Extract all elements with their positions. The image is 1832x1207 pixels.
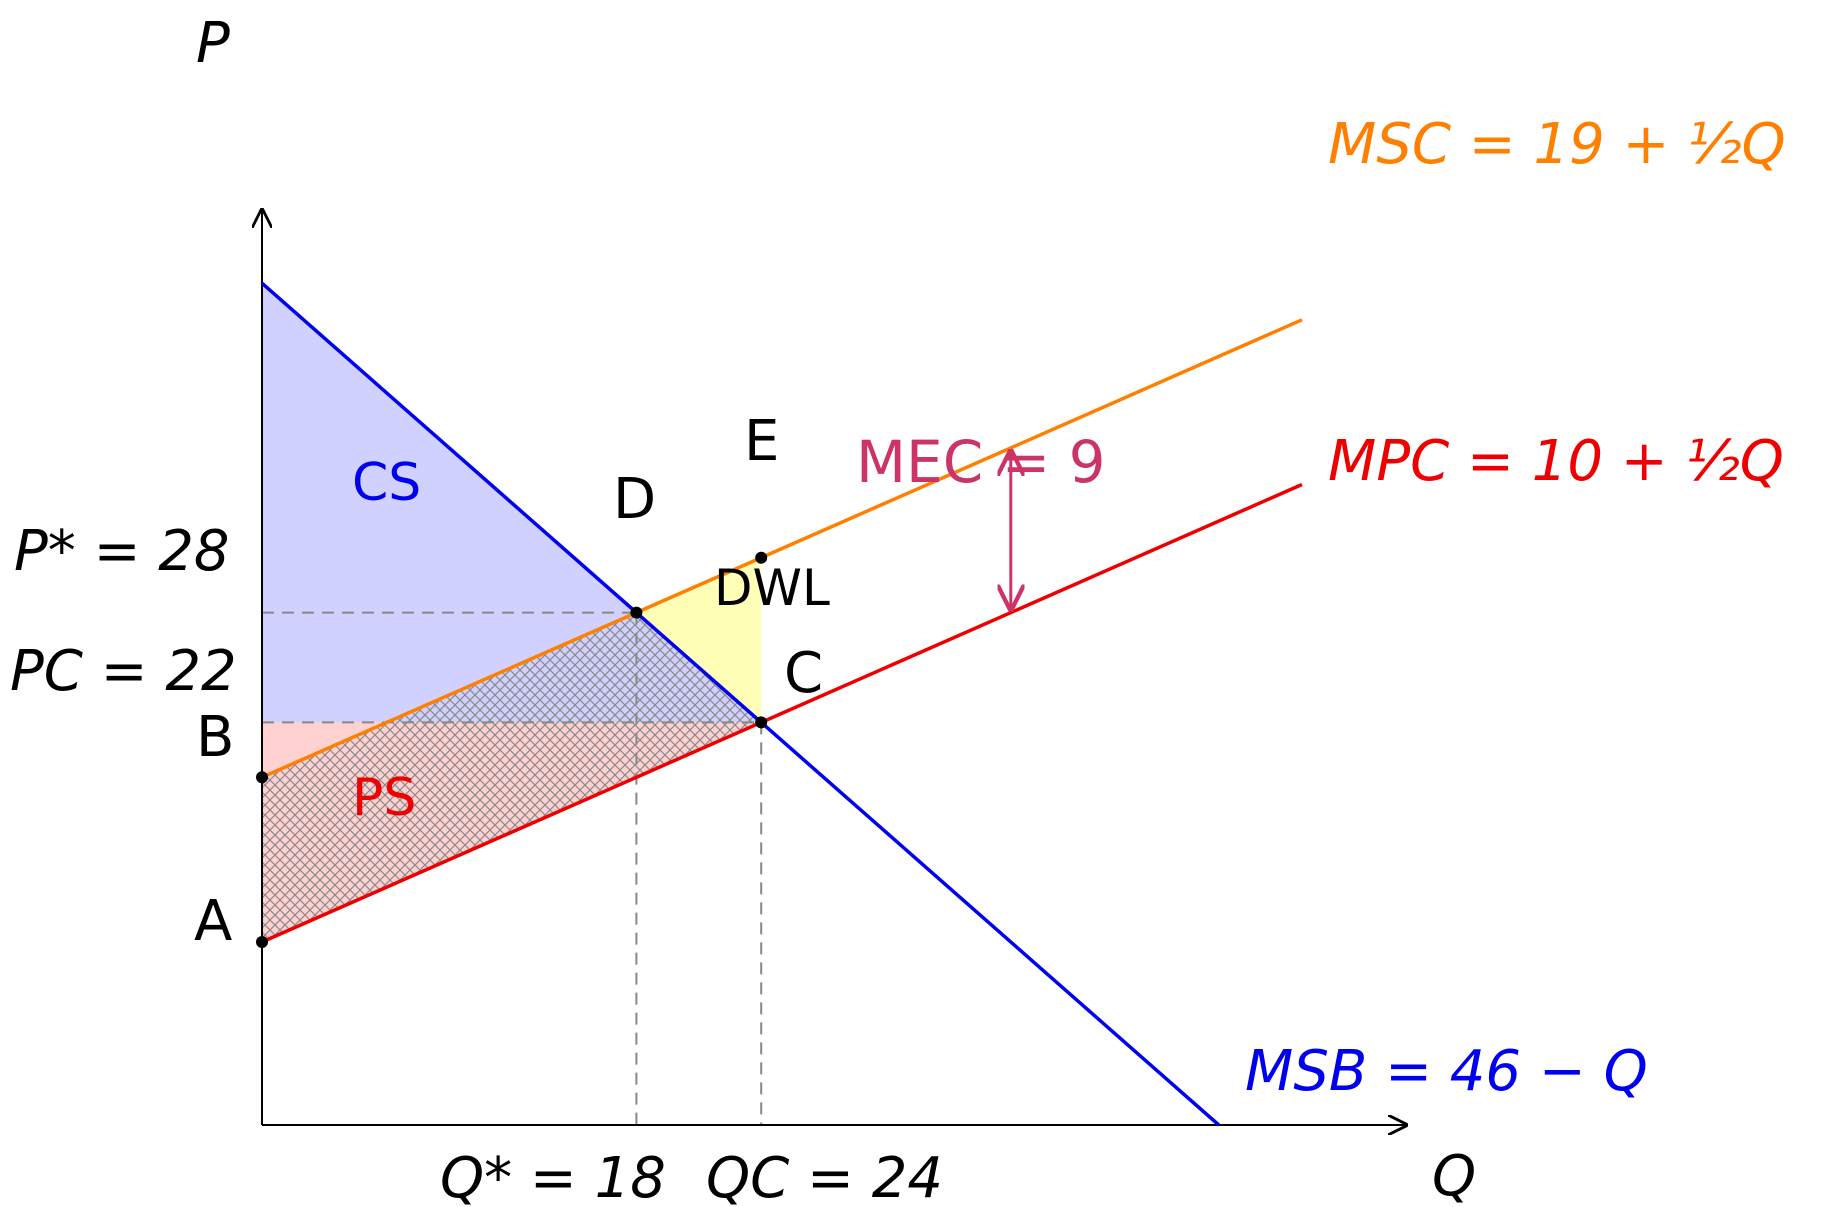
msc-label: MSC = 19 + ½Q — [1328, 112, 1786, 177]
point-a-dot — [256, 936, 268, 948]
point-c-dot — [755, 716, 768, 729]
cs-label: CS — [352, 453, 421, 513]
point-d-dot — [630, 606, 643, 619]
msb-label: MSB = 46 − Q — [1245, 1039, 1648, 1104]
q-c-label: QC = 24 — [706, 1146, 943, 1207]
y-axis-label: P — [196, 11, 230, 76]
point-c-label: C — [784, 641, 823, 706]
mpc-curve — [261, 482, 1303, 944]
x-axis-label: Q — [1432, 1144, 1476, 1207]
p-c-label: PC = 22 — [10, 639, 237, 704]
p-star-label: P* = 28 — [14, 519, 230, 584]
point-d-label: D — [613, 467, 656, 532]
q-star-label: Q* = 18 — [440, 1146, 666, 1207]
msb-curve — [260, 281, 1220, 1127]
msc-curve — [261, 318, 1303, 779]
dwl-label: DWL — [714, 559, 830, 617]
mpc-label: MPC = 10 + ½Q — [1328, 429, 1784, 494]
point-e-dot — [755, 551, 768, 564]
point-b-dot — [256, 771, 268, 784]
ps-label: PS — [352, 768, 416, 828]
point-b-label: B — [196, 705, 234, 770]
mec-label: MEC = 9 — [856, 428, 1106, 496]
point-a-label: A — [194, 889, 232, 954]
point-e-label: E — [744, 409, 779, 474]
